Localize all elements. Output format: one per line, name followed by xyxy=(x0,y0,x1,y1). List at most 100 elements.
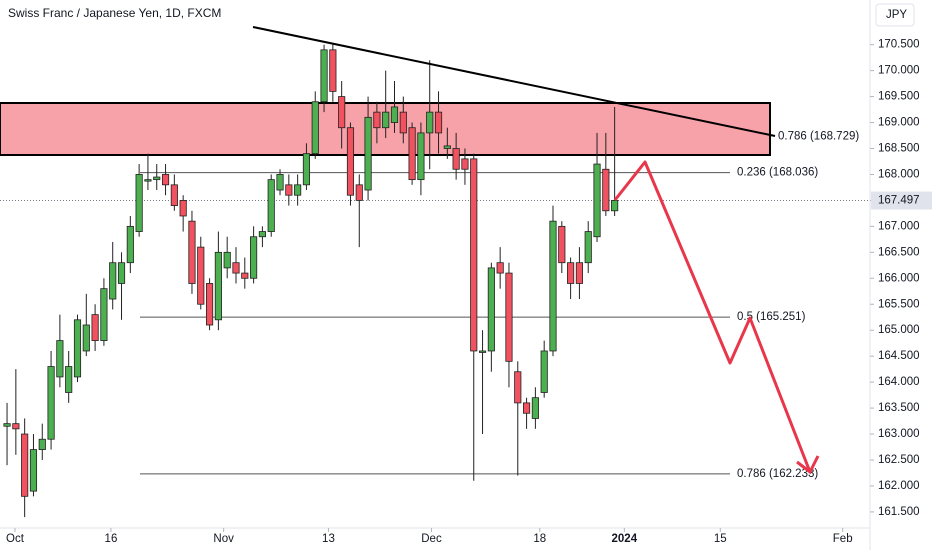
last-price-label: 167.497 xyxy=(878,195,920,207)
y-tick-label: 165.000 xyxy=(878,324,920,336)
y-tick-label: 168.000 xyxy=(878,168,920,180)
y-tick-label: 163.000 xyxy=(878,428,920,440)
fib-label: 0.236 (168.036) xyxy=(737,167,818,179)
projection-path xyxy=(613,160,812,473)
candle-body xyxy=(417,132,425,181)
candle-body xyxy=(179,200,187,217)
candle-body xyxy=(584,231,592,264)
candle-body xyxy=(276,174,284,191)
projection-arrowhead xyxy=(796,455,820,475)
candle-body xyxy=(567,262,575,284)
candle-body xyxy=(135,174,143,232)
trend-line xyxy=(252,26,776,137)
candle-body xyxy=(47,366,55,440)
resistance-zone xyxy=(0,102,771,156)
fib-label: 0.5 (165.251) xyxy=(737,311,806,323)
candle-body xyxy=(373,111,381,129)
candle-body xyxy=(223,251,231,269)
candle-body xyxy=(109,262,117,300)
candle-body xyxy=(117,262,126,284)
fib-label: 0.786 (162.233) xyxy=(737,468,818,480)
candle-body xyxy=(505,272,513,362)
candle-body xyxy=(126,225,134,264)
fib-label: 0.786 (168.729) xyxy=(778,131,859,143)
candle-body xyxy=(338,96,346,129)
candle-body xyxy=(38,438,46,451)
candle-body xyxy=(267,179,275,232)
x-tick-label: Feb xyxy=(833,533,853,545)
candle-body xyxy=(311,101,319,155)
candle-body xyxy=(73,319,82,378)
candle-body xyxy=(461,158,469,170)
x-tick-label: 2024 xyxy=(612,533,638,545)
candle-body xyxy=(197,246,205,305)
y-tick-label: 166.000 xyxy=(878,272,920,284)
y-tick-label: 164.000 xyxy=(878,376,920,388)
candle-body xyxy=(470,158,478,352)
candle-body xyxy=(285,184,293,196)
last-price-tag xyxy=(871,191,932,210)
candle-body xyxy=(364,116,372,191)
candle-body xyxy=(258,231,266,238)
candle-body xyxy=(523,402,531,414)
candle-body xyxy=(188,220,196,284)
candle-body xyxy=(232,262,240,274)
candle-body xyxy=(478,350,487,353)
x-tick-label: 16 xyxy=(105,533,118,545)
candle-body xyxy=(329,49,337,92)
candle-body xyxy=(294,184,302,196)
y-tick-label: 163.500 xyxy=(878,402,920,414)
candle-body xyxy=(29,449,38,492)
currency-box[interactable] xyxy=(875,3,915,27)
y-tick-label: 165.500 xyxy=(878,298,920,310)
candle-body xyxy=(56,340,64,378)
candle-body xyxy=(496,262,504,274)
candle-body xyxy=(452,148,460,170)
candle-body xyxy=(602,168,610,212)
candle-body xyxy=(443,145,451,149)
candle-body xyxy=(575,262,583,284)
y-tick-label: 170.000 xyxy=(878,65,920,77)
candle-body xyxy=(153,176,161,181)
candle-body xyxy=(161,174,170,186)
y-tick-label: 162.000 xyxy=(878,480,920,492)
candle-body xyxy=(82,324,90,352)
candle-body xyxy=(302,153,311,186)
candle-body xyxy=(241,272,249,279)
candle-body xyxy=(3,423,11,427)
candle-body xyxy=(426,111,434,134)
y-tick-label: 169.500 xyxy=(878,91,920,103)
chart-title: Swiss Franc / Japanese Yen, 1D, FXCM xyxy=(8,6,221,20)
candle-body xyxy=(21,433,29,497)
x-tick-label: Oct xyxy=(6,533,25,545)
candle-body xyxy=(540,350,548,393)
candle-body xyxy=(100,288,108,341)
y-tick-label: 161.500 xyxy=(878,506,920,518)
candle-body xyxy=(206,283,214,326)
y-tick-label: 167.000 xyxy=(878,220,920,232)
y-tick-label: 170.500 xyxy=(878,39,920,51)
candle-body xyxy=(65,366,73,393)
candle-body xyxy=(170,184,178,206)
candle-body xyxy=(593,163,601,238)
y-tick-label: 162.500 xyxy=(878,454,920,466)
currency-label[interactable]: JPY xyxy=(886,9,907,21)
candle-body xyxy=(399,111,407,134)
x-tick-label: 13 xyxy=(322,533,335,545)
candle-body xyxy=(487,267,495,352)
candle-body xyxy=(611,200,619,212)
y-tick-label: 168.500 xyxy=(878,143,920,155)
candle-body xyxy=(549,220,557,352)
x-tick-label: 18 xyxy=(533,533,546,545)
candle-body xyxy=(382,111,390,129)
candle-body xyxy=(214,251,222,321)
candle-body xyxy=(390,106,399,123)
candle-body xyxy=(12,423,20,430)
candle-body xyxy=(558,225,566,264)
candle-body xyxy=(514,371,522,404)
candle-body xyxy=(355,184,363,201)
x-tick-label: Dec xyxy=(421,533,442,545)
candle-body xyxy=(434,111,443,134)
